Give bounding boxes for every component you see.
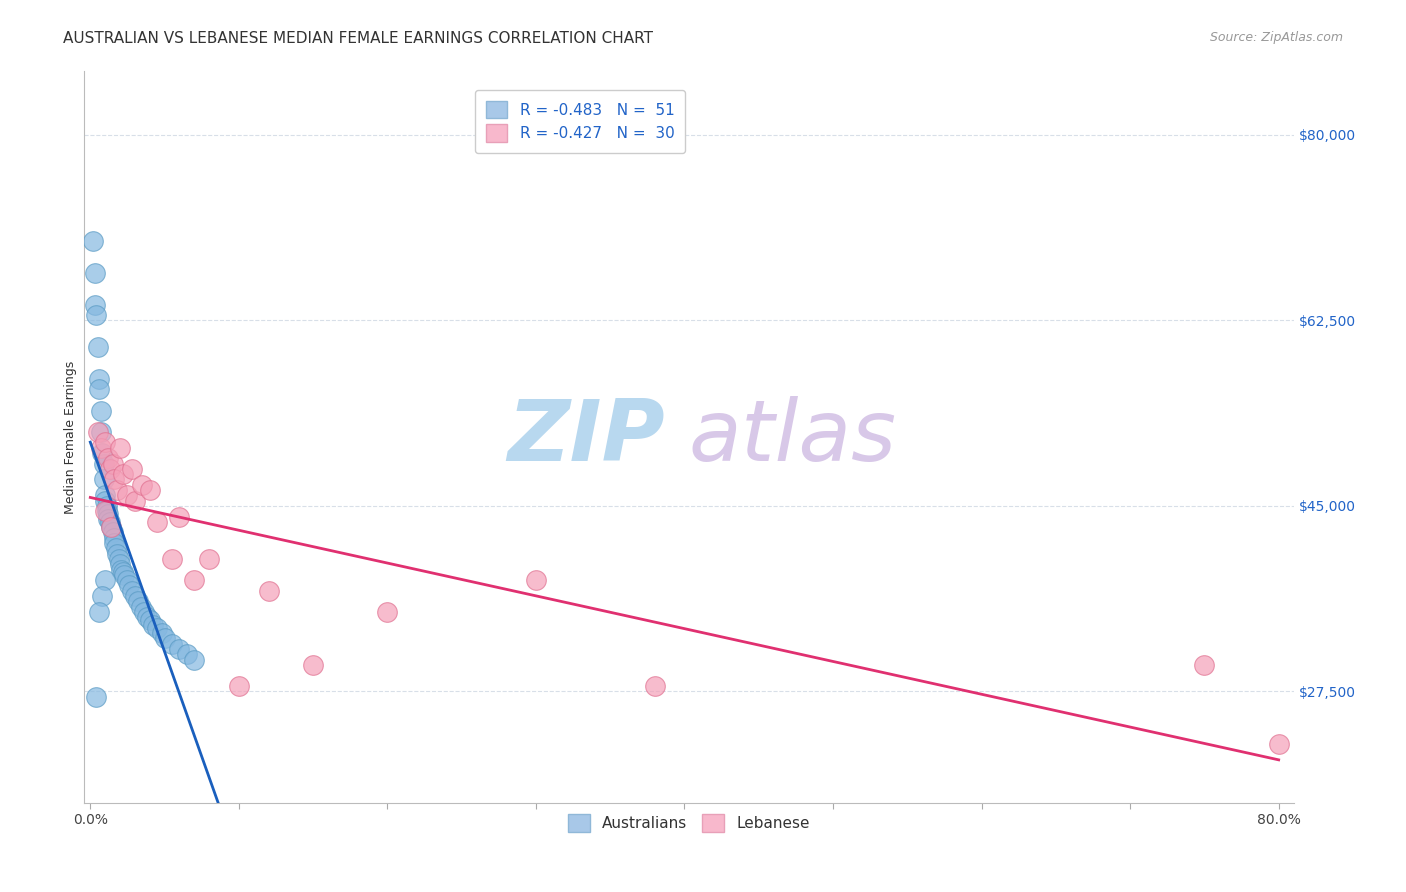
Legend: Australians, Lebanese: Australians, Lebanese — [558, 804, 820, 843]
Text: Source: ZipAtlas.com: Source: ZipAtlas.com — [1209, 31, 1343, 45]
Point — [103, 531, 125, 545]
Point — [94, 488, 117, 502]
Point — [83, 266, 105, 280]
Point — [105, 483, 128, 497]
Point — [97, 508, 120, 522]
Point — [118, 578, 141, 592]
Point — [94, 435, 117, 450]
Point — [524, 573, 547, 587]
Point — [111, 565, 134, 579]
Point — [129, 599, 152, 614]
Point — [153, 632, 176, 646]
Point — [101, 525, 124, 540]
Point — [100, 520, 122, 534]
Point — [257, 583, 280, 598]
Point — [87, 340, 110, 354]
Text: AUSTRALIAN VS LEBANESE MEDIAN FEMALE EARNINGS CORRELATION CHART: AUSTRALIAN VS LEBANESE MEDIAN FEMALE EAR… — [63, 31, 654, 46]
Point — [87, 425, 110, 439]
Point — [169, 509, 191, 524]
Point — [117, 573, 139, 587]
Point — [89, 605, 111, 619]
Point — [169, 642, 191, 657]
Point — [1267, 738, 1289, 752]
Y-axis label: Median Female Earnings: Median Female Earnings — [65, 360, 77, 514]
Point — [96, 504, 118, 518]
Point — [183, 573, 205, 587]
Point — [124, 589, 146, 603]
Point — [97, 512, 120, 526]
Point — [89, 383, 111, 397]
Point — [97, 451, 120, 466]
Point — [138, 483, 160, 497]
Point — [121, 583, 143, 598]
Point — [160, 637, 183, 651]
Point — [110, 563, 132, 577]
Point — [127, 594, 149, 608]
Point — [117, 488, 139, 502]
Point — [82, 234, 104, 248]
Point — [108, 558, 131, 572]
Point — [135, 610, 157, 624]
Point — [93, 473, 115, 487]
Point — [96, 499, 118, 513]
Text: atlas: atlas — [689, 395, 897, 479]
Point — [146, 621, 169, 635]
Point — [104, 541, 127, 556]
Point — [83, 297, 105, 311]
Point — [94, 573, 117, 587]
Point — [111, 467, 134, 482]
Point — [98, 462, 121, 476]
Point — [142, 617, 165, 632]
Point — [103, 473, 125, 487]
Point — [146, 515, 169, 529]
Point — [132, 605, 155, 619]
Point — [91, 589, 114, 603]
Point — [160, 552, 183, 566]
Point — [107, 552, 129, 566]
Point — [198, 552, 221, 566]
Point — [150, 626, 173, 640]
Point — [98, 515, 121, 529]
Point — [84, 308, 107, 322]
Point — [91, 446, 114, 460]
Point — [124, 493, 146, 508]
Point — [94, 504, 117, 518]
Point — [121, 462, 143, 476]
Point — [228, 679, 250, 693]
Point — [108, 441, 131, 455]
Point — [105, 547, 128, 561]
Point — [1194, 658, 1216, 673]
Point — [93, 457, 115, 471]
Point — [101, 457, 124, 471]
Point — [138, 614, 160, 628]
Point — [183, 653, 205, 667]
Point — [90, 441, 112, 455]
Point — [176, 648, 198, 662]
Point — [94, 493, 117, 508]
Point — [302, 658, 325, 673]
Point — [131, 477, 153, 491]
Point — [89, 372, 111, 386]
Text: ZIP: ZIP — [508, 395, 665, 479]
Point — [103, 536, 125, 550]
Point — [90, 425, 112, 439]
Point — [644, 679, 666, 693]
Point — [114, 567, 136, 582]
Point — [90, 403, 112, 417]
Point — [84, 690, 107, 704]
Point — [377, 605, 399, 619]
Point — [100, 520, 122, 534]
